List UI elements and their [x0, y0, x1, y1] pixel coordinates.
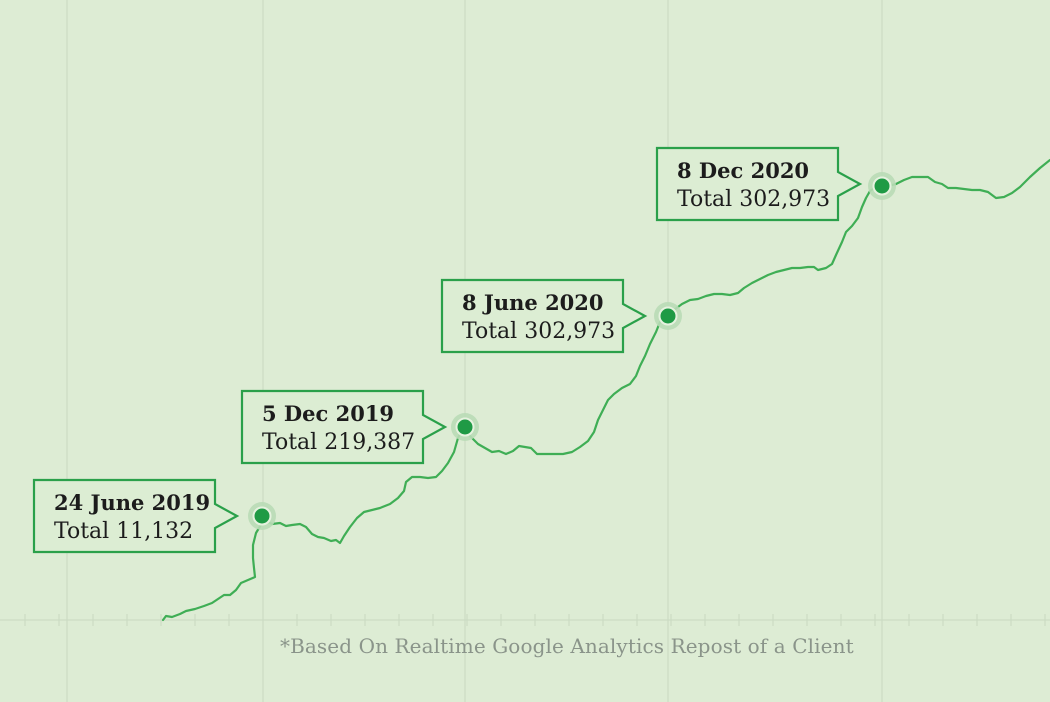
data-point: [252, 506, 272, 526]
footnote: *Based On Realtime Google Analytics Repo…: [280, 634, 854, 658]
callout-box: [655, 146, 863, 222]
callout: 24 June 2019 Total 11,132: [32, 478, 240, 554]
data-point: [455, 417, 475, 437]
callout-total: Total 302,973: [677, 187, 830, 212]
callout-box: [240, 389, 448, 465]
callout-date: 8 Dec 2020: [677, 158, 809, 183]
callout-date: 24 June 2019: [54, 490, 210, 515]
callout: 8 Dec 2020 Total 302,973: [655, 146, 863, 222]
callout-date: 8 June 2020: [462, 290, 604, 315]
data-point: [658, 306, 678, 326]
callout-box: [440, 278, 648, 354]
callout: 5 Dec 2019 Total 219,387: [240, 389, 448, 465]
x-axis: [0, 614, 1050, 626]
callout: 8 June 2020 Total 302,973: [440, 278, 648, 354]
callout-total: Total 11,132: [54, 519, 193, 544]
callouts: 24 June 2019 Total 11,132 5 Dec 2019 Total …: [32, 146, 896, 554]
callout-date: 5 Dec 2019: [262, 401, 394, 426]
callout-total: Total 219,387: [262, 430, 415, 455]
data-point: [872, 176, 892, 196]
callout-total: Total 302,973: [462, 319, 615, 344]
callout-box: [32, 478, 240, 554]
